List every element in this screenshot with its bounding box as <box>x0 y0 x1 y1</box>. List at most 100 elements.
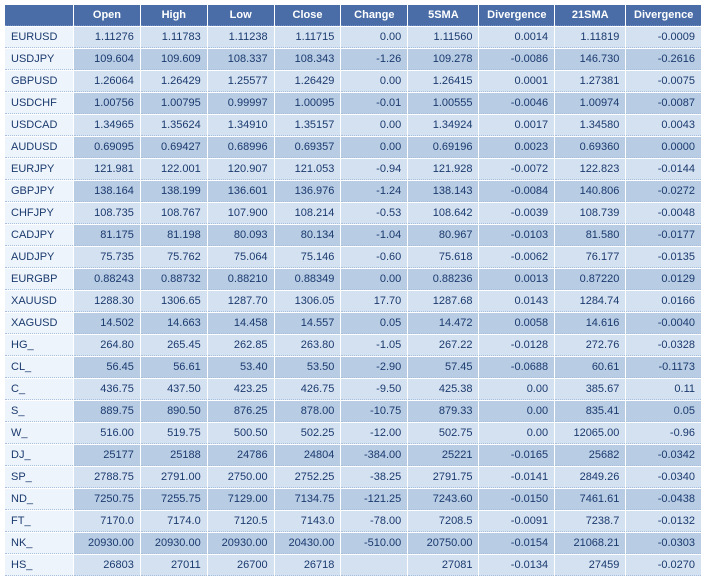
table-row: CHFJPY108.735108.767107.900108.214-0.531… <box>5 203 701 224</box>
value-cell: 0.0043 <box>626 115 701 136</box>
symbol-cell: XAGUSD <box>5 313 73 334</box>
value-cell: -0.0040 <box>626 313 701 334</box>
value-cell: 272.76 <box>555 335 625 356</box>
value-cell: 1.35624 <box>141 115 207 136</box>
symbol-cell: GBPJPY <box>5 181 73 202</box>
value-cell: 75.618 <box>408 247 478 268</box>
value-cell: 24804 <box>275 445 341 466</box>
value-cell: -0.0134 <box>479 555 554 576</box>
value-cell: 1284.74 <box>555 291 625 312</box>
symbol-cell: AUDJPY <box>5 247 73 268</box>
table-row: XAGUSD14.50214.66314.45814.5570.0514.472… <box>5 313 701 334</box>
value-cell: 75.762 <box>141 247 207 268</box>
value-cell: 0.88732 <box>141 269 207 290</box>
value-cell: 264.80 <box>74 335 140 356</box>
value-cell: -0.96 <box>626 423 701 444</box>
col-header: Open <box>74 5 140 26</box>
value-cell: 80.134 <box>275 225 341 246</box>
value-cell: -78.00 <box>341 511 407 532</box>
value-cell: -0.0046 <box>479 93 554 114</box>
value-cell: 76.177 <box>555 247 625 268</box>
col-header: Close <box>275 5 341 26</box>
value-cell: 138.164 <box>74 181 140 202</box>
table-row: FT_7170.07174.07120.57143.0-78.007208.5-… <box>5 511 701 532</box>
value-cell: 0.0017 <box>479 115 554 136</box>
value-cell: 0.69095 <box>74 137 140 158</box>
value-cell <box>341 555 407 576</box>
value-cell: -0.0272 <box>626 181 701 202</box>
value-cell: -1.24 <box>341 181 407 202</box>
value-cell: 0.00 <box>479 423 554 444</box>
symbol-cell: W_ <box>5 423 73 444</box>
value-cell: 0.11 <box>626 379 701 400</box>
value-cell: 1.26429 <box>141 71 207 92</box>
value-cell: 0.00 <box>341 27 407 48</box>
value-cell: -0.94 <box>341 159 407 180</box>
value-cell: -0.2616 <box>626 49 701 70</box>
symbol-cell: DJ_ <box>5 445 73 466</box>
table-row: EURJPY121.981122.001120.907121.053-0.941… <box>5 159 701 180</box>
value-cell: -12.00 <box>341 423 407 444</box>
value-cell: 0.88236 <box>408 269 478 290</box>
value-cell: 889.75 <box>74 401 140 422</box>
value-cell: 423.25 <box>208 379 274 400</box>
symbol-cell: HG_ <box>5 335 73 356</box>
value-cell: 2849.26 <box>555 467 625 488</box>
value-cell: -0.1173 <box>626 357 701 378</box>
value-cell: 425.38 <box>408 379 478 400</box>
value-cell: 81.198 <box>141 225 207 246</box>
symbol-cell: CADJPY <box>5 225 73 246</box>
value-cell: 7129.00 <box>208 489 274 510</box>
value-cell: 0.00 <box>341 269 407 290</box>
symbol-cell: CL_ <box>5 357 73 378</box>
value-cell: 14.458 <box>208 313 274 334</box>
value-cell: -0.0062 <box>479 247 554 268</box>
value-cell: 0.0001 <box>479 71 554 92</box>
value-cell: 56.61 <box>141 357 207 378</box>
table-row: NK_20930.0020930.0020930.0020430.00-510.… <box>5 533 701 554</box>
table-body: EURUSD1.112761.117831.112381.117150.001.… <box>5 27 701 576</box>
value-cell: 0.68996 <box>208 137 274 158</box>
value-cell: 502.75 <box>408 423 478 444</box>
col-header: Low <box>208 5 274 26</box>
value-cell: 500.50 <box>208 423 274 444</box>
value-cell: 0.05 <box>626 401 701 422</box>
symbol-cell: NK_ <box>5 533 73 554</box>
value-cell: -0.60 <box>341 247 407 268</box>
value-cell: -9.50 <box>341 379 407 400</box>
value-cell: 20930.00 <box>74 533 140 554</box>
value-cell: 876.25 <box>208 401 274 422</box>
value-cell: 0.69427 <box>141 137 207 158</box>
value-cell: 0.0143 <box>479 291 554 312</box>
symbol-cell: GBPUSD <box>5 71 73 92</box>
value-cell: 136.601 <box>208 181 274 202</box>
symbol-cell: C_ <box>5 379 73 400</box>
value-cell: -1.26 <box>341 49 407 70</box>
value-cell: -0.0270 <box>626 555 701 576</box>
value-cell: 57.45 <box>408 357 478 378</box>
value-cell: 0.0129 <box>626 269 701 290</box>
value-cell: -0.0342 <box>626 445 701 466</box>
value-cell: 0.69360 <box>555 137 625 158</box>
value-cell: 7208.5 <box>408 511 478 532</box>
symbol-cell: ND_ <box>5 489 73 510</box>
table-row: CADJPY81.17581.19880.09380.134-1.0480.96… <box>5 225 701 246</box>
value-cell: 25188 <box>141 445 207 466</box>
value-cell: 14.472 <box>408 313 478 334</box>
value-cell: 1.00795 <box>141 93 207 114</box>
symbol-cell: HS_ <box>5 555 73 576</box>
value-cell: 0.0014 <box>479 27 554 48</box>
col-header <box>5 5 73 26</box>
value-cell: -121.25 <box>341 489 407 510</box>
value-cell: 0.00 <box>479 401 554 422</box>
value-cell: 1287.68 <box>408 291 478 312</box>
value-cell: -38.25 <box>341 467 407 488</box>
symbol-cell: USDJPY <box>5 49 73 70</box>
value-cell: -2.90 <box>341 357 407 378</box>
value-cell: 20750.00 <box>408 533 478 554</box>
value-cell: 120.907 <box>208 159 274 180</box>
value-cell: 1.26064 <box>74 71 140 92</box>
value-cell: 108.343 <box>275 49 341 70</box>
value-cell: 879.33 <box>408 401 478 422</box>
symbol-cell: S_ <box>5 401 73 422</box>
